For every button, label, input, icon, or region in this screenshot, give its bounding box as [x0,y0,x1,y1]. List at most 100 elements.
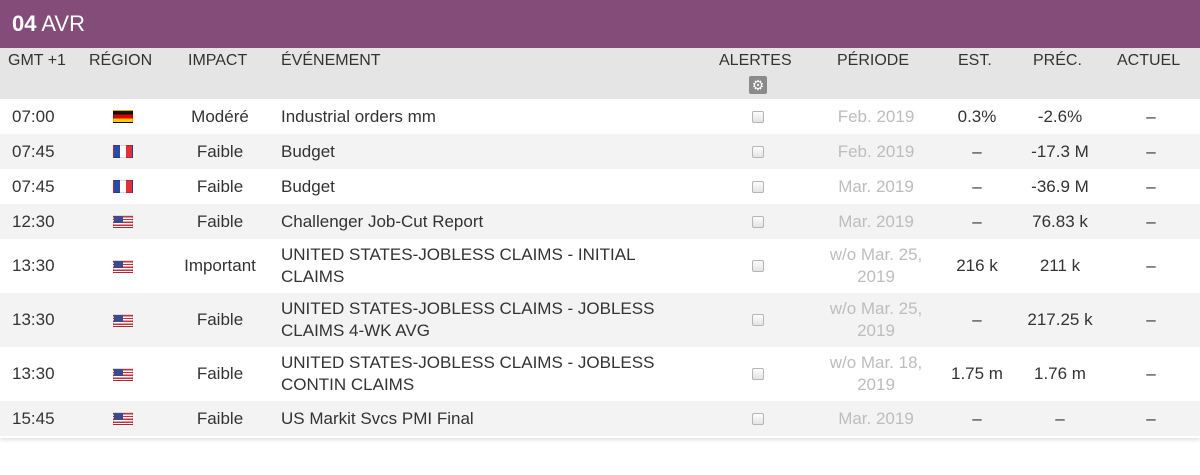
event-period: Mar. 2019 [838,211,914,231]
event-previous: 76.83 k [1032,211,1088,231]
table-row: 07:45 Faible Budget Feb. 2019 – -17.3 M … [0,134,1200,169]
event-actual: – [1146,256,1156,275]
region-flag [113,169,133,204]
france-flag-icon [113,145,133,158]
usa-flag-icon [113,412,133,425]
germany-flag-icon [113,110,133,123]
alert-checkbox[interactable] [752,110,764,123]
event-name[interactable]: Industrial orders mm [281,106,436,126]
table-header: GMT +1 RÉGION IMPACT ÉVÉNEMENT ALERTES ⚙… [0,48,1200,99]
impact-level: Faible [196,408,244,428]
col-period: PÉRIODE [837,52,910,69]
usa-flag-icon [113,313,133,327]
event-actual: – [1146,141,1156,161]
region-flag [113,347,133,401]
alert-cell [751,347,765,401]
alert-cell [751,99,765,134]
col-region: RÉGION [89,52,153,69]
event-time: 07:00 [12,106,55,126]
table-row: 13:30 Important UNITED STATES-JOBLESS CL… [0,239,1200,293]
table-row: 13:30 Faible UNITED STATES-JOBLESS CLAIM… [0,347,1200,401]
alert-checkbox[interactable] [752,215,764,228]
event-previous: 217.25 k [1027,310,1093,329]
gear-icon[interactable]: ⚙ [749,76,767,94]
event-period: Mar. 2019 [838,176,914,196]
event-period: Mar. 2019 [838,408,914,428]
impact-level: Important [184,256,256,275]
col-alerts: ALERTES [719,52,792,69]
event-actual: – [1146,364,1156,383]
event-estimate: 0.3% [957,106,997,126]
event-previous: 1.76 m [1034,364,1086,383]
table-row: 15:45 Faible US Markit Svcs PMI Final Ma… [0,401,1200,436]
alert-checkbox[interactable] [752,180,764,193]
event-period: w/o Mar. 25, 2019 [829,245,923,286]
event-time: 13:30 [12,310,55,329]
event-name[interactable]: UNITED STATES-JOBLESS CLAIMS - INITIAL C… [281,245,635,286]
impact-level: Faible [196,364,244,383]
event-actual: – [1146,310,1156,329]
usa-flag-icon [113,259,133,273]
event-name[interactable]: US Markit Svcs PMI Final [281,408,474,428]
event-period: Feb. 2019 [837,141,915,161]
event-period: w/o Mar. 25, 2019 [829,299,923,340]
date-header: 04 AVR [0,0,1200,48]
table-row: 07:00 Modéré Industrial orders mm Feb. 2… [0,99,1200,134]
col-actual: ACTUEL [1117,52,1181,69]
alert-checkbox[interactable] [752,368,764,380]
event-previous: -36.9 M [1031,176,1089,196]
col-prev: PRÉC. [1033,52,1082,69]
region-flag [113,204,133,239]
event-name[interactable]: UNITED STATES-JOBLESS CLAIMS - JOBLESS C… [281,353,655,394]
table-row: 12:30 Faible Challenger Job-Cut Report M… [0,204,1200,239]
economic-calendar-card: 04 AVR GMT +1 RÉGION IMPACT ÉVÉNEMENT AL… [0,0,1200,438]
event-time: 13:30 [12,256,55,275]
event-time: 07:45 [12,176,55,196]
event-previous: -2.6% [1037,106,1083,126]
alert-checkbox[interactable] [752,412,764,425]
event-actual: – [1146,211,1156,231]
event-estimate: – [972,211,982,231]
event-estimate: – [972,141,982,161]
event-actual: – [1146,408,1156,428]
event-name[interactable]: Challenger Job-Cut Report [281,211,484,231]
alert-cell [751,134,765,169]
event-estimate: – [972,176,982,196]
region-flag [113,293,133,347]
event-estimate: 216 k [956,256,998,275]
impact-level: Faible [196,141,244,161]
event-estimate: – [972,310,982,329]
event-time: 13:30 [12,364,55,383]
impact-level: Faible [196,310,244,329]
event-actual: – [1146,106,1156,126]
event-time: 15:45 [12,408,55,428]
event-name[interactable]: Budget [281,176,335,196]
region-flag [113,239,133,293]
alert-checkbox[interactable] [752,314,764,326]
event-period: Feb. 2019 [837,106,915,126]
event-time: 07:45 [12,141,55,161]
date-day: 04 [12,11,37,36]
impact-level: Faible [196,211,244,231]
alert-checkbox[interactable] [752,145,764,158]
impact-level: Modéré [191,106,249,126]
col-impact: IMPACT [188,52,248,69]
alert-cell [751,401,765,436]
event-period: w/o Mar. 18, 2019 [829,353,923,394]
event-estimate: 1.75 m [951,364,1003,383]
event-name[interactable]: Budget [281,141,335,161]
table-row: 07:45 Faible Budget Mar. 2019 – -36.9 M … [0,169,1200,204]
alert-cell [751,204,765,239]
alert-cell [751,239,765,293]
usa-flag-icon [113,215,133,228]
impact-level: Faible [196,176,244,196]
event-previous: – [1055,408,1065,428]
alert-checkbox[interactable] [752,260,764,272]
col-time: GMT +1 [8,52,66,69]
region-flag [113,134,133,169]
col-est: EST. [958,52,992,69]
event-name[interactable]: UNITED STATES-JOBLESS CLAIMS - JOBLESS C… [281,299,655,340]
region-flag [113,99,133,134]
date-month: AVR [41,11,85,36]
event-actual: – [1146,176,1156,196]
